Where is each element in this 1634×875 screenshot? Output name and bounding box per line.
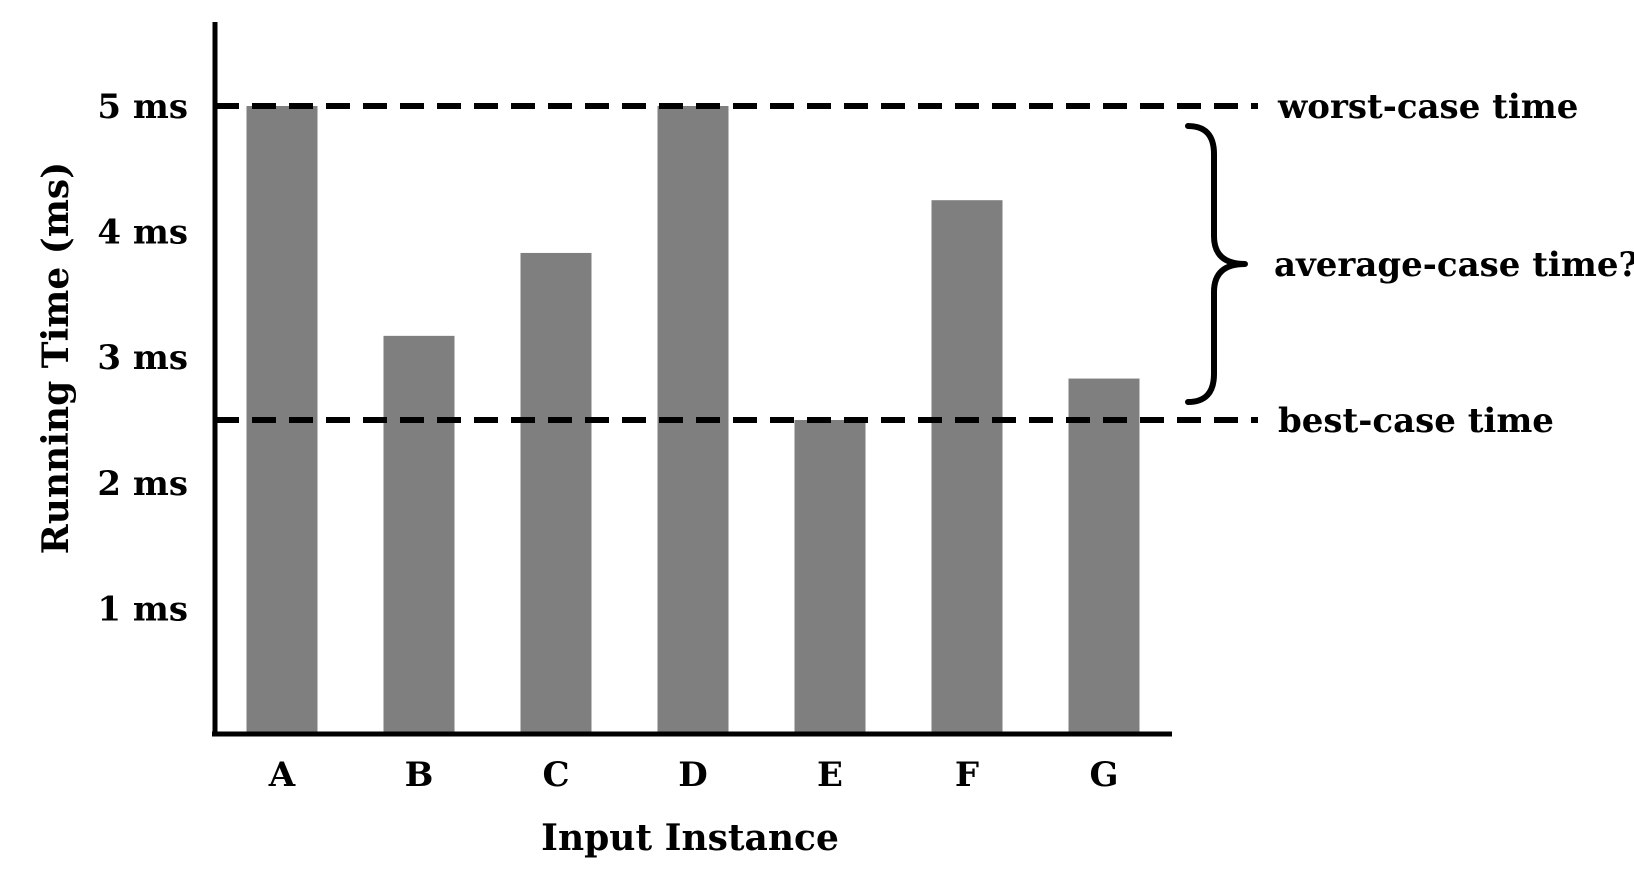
x-tick-label-a: A [268,755,296,795]
average-case-brace [1185,123,1248,405]
x-tick-label-e: E [817,755,843,795]
bar-e [794,420,866,734]
annotations-layer: average-case time? [1185,123,1634,405]
x-tick-label-f: F [955,755,979,795]
y-tick-label-4: 4 ms [97,213,188,253]
y-axis-title: Running Time (ms) [35,162,77,554]
x-tick-label-g: G [1089,755,1118,795]
bar-b [383,335,455,734]
y-tick-label-5: 5 ms [97,87,188,127]
worst-case-label: worst-case time [1277,87,1578,127]
y-tick-label-3: 3 ms [97,338,188,378]
x-tick-label-c: C [542,755,569,795]
best-case-label: best-case time [1278,401,1554,441]
reference-lines-layer: worst-case time best-case time [215,87,1578,441]
bar-g [1068,378,1140,734]
x-tick-label-b: B [405,755,434,795]
average-case-label: average-case time? [1274,245,1634,285]
axes-layer [212,22,1172,737]
x-tick-labels: A B C D E F G [268,755,1119,795]
bar-c [520,252,592,734]
bars-layer [246,106,1140,734]
y-tick-labels: 1 ms 2 ms 3 ms 4 ms 5 ms [97,87,188,629]
x-axis-title: Input Instance [541,817,839,859]
x-tick-label-d: D [678,755,707,795]
bar-f [931,200,1003,734]
y-tick-label-1: 1 ms [97,589,188,629]
y-tick-label-2: 2 ms [97,464,188,504]
